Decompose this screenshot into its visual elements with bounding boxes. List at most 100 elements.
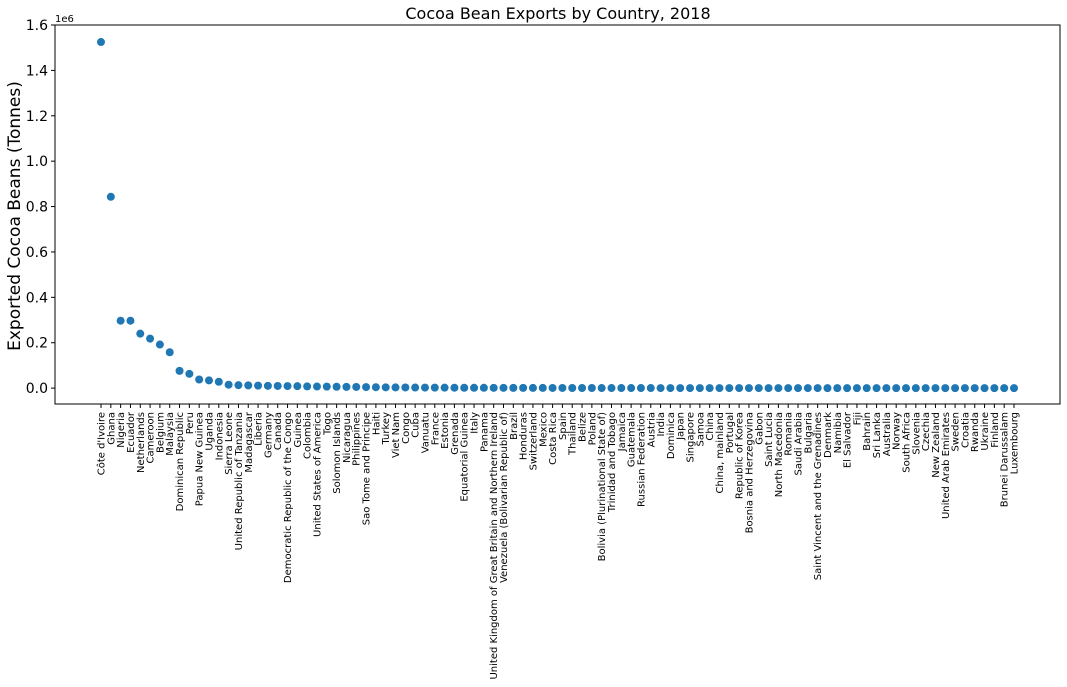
x-tick-label: Liberia [254,412,265,446]
data-point [921,384,930,393]
data-point [725,384,734,393]
x-tick-label: Togo [322,412,333,436]
data-point [204,376,213,385]
data-point [126,316,135,325]
y-tick-label: 0.0 [26,381,48,397]
x-tick-label: Viet Nam [391,412,402,458]
x-tick-label: Republic of Korea [735,412,746,499]
data-point [892,384,901,393]
x-tick-label: Russian Federation [636,412,647,507]
data-point [833,384,842,393]
data-point [794,384,803,393]
x-tick-label: Saint Lucia [764,412,775,467]
data-point [882,384,891,393]
x-tick-label: Grenada [450,412,461,455]
data-point [175,366,184,375]
data-point [401,383,410,392]
x-tick-label: United States of America [312,412,323,537]
data-point [548,383,557,392]
x-tick-label: Turkey [381,412,392,446]
data-point [990,384,999,393]
data-point [371,383,380,392]
data-point [646,384,655,393]
x-tick-label: El Salvador [843,411,854,468]
x-tick-label: Poland [587,412,598,445]
x-tick-label: Portugal [725,412,736,453]
x-tick-label: Bahrain [862,412,873,451]
x-tick-label: Ecuador [126,411,137,453]
x-tick-label: France [430,412,441,445]
data-point [911,384,920,393]
data-point [519,383,528,392]
x-tick-label: Italy [470,412,481,434]
x-tick-label: Thailand [568,412,579,456]
data-point [744,384,753,393]
x-tick-label: Cameroon [146,412,157,463]
y-tick-label: 1.2 [26,109,48,125]
data-point [656,384,665,393]
data-point [813,384,822,393]
y-tick-label: 0.4 [26,290,48,306]
x-tick-label: Venezuela (Bolivarian Republic of) [499,412,510,583]
x-tick-label: New Zealand [931,412,942,478]
x-axis-ticks: Côte d'IvoireGhanaNigeriaEcuadorNetherla… [96,404,1021,680]
data-point [843,384,852,393]
x-tick-label: Samoa [695,412,706,446]
x-tick-label: China [705,412,716,441]
data-point [489,383,498,392]
y-axis-label: Exported Cocoa Beans (Tonnes) [5,81,25,351]
x-tick-label: India [656,412,667,437]
data-point [970,384,979,393]
data-point [951,384,960,393]
x-tick-label: Bolivia (Plurinational State of) [597,412,608,561]
data-point [106,192,115,201]
data-point [676,384,685,393]
data-point [980,384,989,393]
y-tick-label: 0.2 [26,336,48,352]
x-tick-label: Norway [892,412,903,450]
x-tick-label: China, mainland [715,412,726,494]
x-tick-label: Fiji [852,412,863,425]
data-point [352,382,361,391]
data-point [254,381,263,390]
x-tick-label: Saint Vincent and the Grenadines [813,412,824,580]
data-point [195,375,204,384]
x-tick-label: Philippines [352,412,363,466]
x-tick-label: Sierra Leone [224,412,235,475]
data-point [960,384,969,393]
data-point [293,382,302,391]
x-tick-label: Jamaica [617,412,628,452]
plot-area-frame [54,24,1061,405]
x-tick-label: Germany [263,412,274,458]
x-tick-label: Estonia [440,412,451,449]
x-tick-label: Australia [882,412,893,456]
x-tick-label: Brunei Darussalam [1000,412,1011,507]
data-point [558,383,567,392]
data-point [686,384,695,393]
data-point [852,384,861,393]
x-tick-label: Uganda [204,412,215,451]
x-tick-label: Denmark [823,412,834,458]
data-point [931,384,940,393]
data-point [597,384,606,393]
data-point [803,384,812,393]
data-point [332,382,341,391]
data-point [362,383,371,392]
x-tick-label: United Kingdom of Great Britain and Nort… [489,412,500,680]
x-tick-label: Austria [646,412,657,447]
data-point [1010,384,1018,393]
x-tick-label: Papua New Guinea [195,412,206,506]
data-point [862,384,871,393]
x-tick-label: Dominican Republic [175,412,186,511]
x-tick-label: Slovenia [911,412,922,455]
x-tick-label: Japan [676,412,687,441]
x-tick-label: United Arab Emirates [941,412,952,519]
x-tick-label: Equatorial Guinea [460,412,471,502]
x-tick-label: Democratic Republic of the Congo [283,412,294,583]
data-point [460,383,469,392]
data-point [136,329,145,338]
data-point [499,383,508,392]
x-tick-label: Nigeria [116,412,127,448]
x-tick-label: Cuba [411,412,422,438]
x-tick-label: Netherlands [136,412,147,473]
